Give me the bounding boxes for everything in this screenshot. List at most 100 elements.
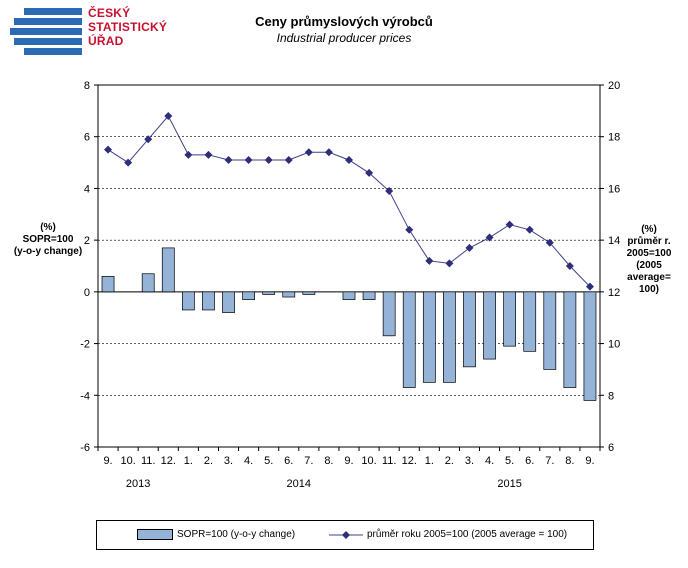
chart-subtitle: Industrial producer prices xyxy=(276,31,412,45)
bar xyxy=(463,291,476,368)
plot-area xyxy=(97,84,601,448)
line-marker xyxy=(365,168,374,177)
line-marker xyxy=(204,150,213,159)
line-marker xyxy=(264,155,273,164)
chart-title: Ceny průmyslových výrobců xyxy=(255,14,433,29)
line-marker xyxy=(465,243,474,252)
chart-canvas: -6 -4 -2 0 2 4 6 8 6 8 10 12 14 16 18 20 9. 10. 11. 12. 1. 2.… xyxy=(80,80,620,490)
bar xyxy=(382,291,396,337)
logo-stripes xyxy=(10,8,82,56)
left-axis-label: (%) SOPR=100 (y-o-y change) xyxy=(13,222,83,257)
x-tick-label: 4. xyxy=(485,455,494,467)
bar xyxy=(362,291,376,300)
line-marker xyxy=(505,220,514,229)
line-marker xyxy=(545,238,554,247)
x-tick-label: 11. xyxy=(141,455,155,467)
line-marker xyxy=(525,225,534,234)
x-tick-label: 1. xyxy=(425,455,434,467)
legend-bar-swatch xyxy=(137,529,173,540)
x-tick-label: 4. xyxy=(244,455,253,467)
bar xyxy=(543,291,557,370)
line-marker xyxy=(405,225,414,234)
bar xyxy=(563,291,577,388)
x-tick-label: 8. xyxy=(565,455,574,467)
right-tick-label: 10 xyxy=(608,339,620,351)
x-tick-label: 3. xyxy=(224,455,233,467)
x-tick-label: 6. xyxy=(284,455,293,467)
logo-line-1: ČESKÝ xyxy=(88,6,131,20)
logo-line-2: STATISTICKÝ xyxy=(88,20,168,34)
x-tick-label: 3. xyxy=(465,455,474,467)
left-tick-label: -4 xyxy=(80,390,90,402)
right-tick-label: 20 xyxy=(608,80,620,92)
bar xyxy=(523,291,537,352)
left-tick-label: 4 xyxy=(84,183,90,195)
bar xyxy=(402,291,416,388)
line-marker xyxy=(124,158,133,167)
line-marker xyxy=(385,187,394,196)
line-marker xyxy=(585,282,594,291)
x-tick-label: 12. xyxy=(402,455,417,467)
line-marker xyxy=(104,145,113,154)
bar xyxy=(101,275,115,293)
bar xyxy=(422,291,436,383)
x-tick-label: 5. xyxy=(505,455,514,467)
legend-label-bars: SOPR=100 (y-o-y change) xyxy=(177,529,296,540)
line-marker xyxy=(324,148,333,157)
legend-item-bars: SOPR=100 (y-o-y change) xyxy=(137,529,295,540)
x-tick-label: 12. xyxy=(161,455,176,467)
x-tick-label: 5. xyxy=(264,455,273,467)
line-marker xyxy=(144,135,153,144)
right-axis-label: (%) průměr r. 2005=100 (2005 average= 10… xyxy=(626,224,672,295)
line-marker xyxy=(184,150,193,159)
bar xyxy=(443,291,456,383)
left-tick-label: 6 xyxy=(84,132,90,144)
x-tick-label: 2. xyxy=(445,455,454,467)
line-marker xyxy=(565,262,574,270)
line-marker xyxy=(485,233,494,242)
year-label: 2013 xyxy=(126,478,150,490)
line-marker xyxy=(224,155,233,164)
x-tick-label: 10. xyxy=(120,455,135,467)
line-marker xyxy=(304,148,313,157)
bar xyxy=(483,291,496,360)
line-marker xyxy=(425,256,434,265)
x-tick-label: 7. xyxy=(304,455,313,467)
bar xyxy=(262,291,276,295)
right-tick-label: 12 xyxy=(608,287,620,299)
x-tick-label: 9. xyxy=(585,455,594,467)
right-tick-label: 18 xyxy=(608,132,620,144)
bar xyxy=(342,291,356,300)
czso-logo: ČESKÝ STATISTICKÝ ÚŘAD xyxy=(10,6,180,58)
series-line xyxy=(107,115,591,288)
bar xyxy=(282,291,296,298)
left-tick-label: 2 xyxy=(84,235,90,247)
x-tick-label: 11. xyxy=(382,455,396,467)
bar xyxy=(302,291,316,295)
right-tick-label: 16 xyxy=(608,183,620,195)
bar xyxy=(583,291,597,401)
right-tick-label: 8 xyxy=(608,390,614,402)
line-marker xyxy=(164,112,173,121)
legend-item-line: průměr roku 2005=100 (2005 average = 100… xyxy=(329,529,567,540)
left-tick-label: -6 xyxy=(80,442,90,454)
bar xyxy=(161,247,175,293)
logo-text: ČESKÝ STATISTICKÝ ÚŘAD xyxy=(88,6,167,48)
line-marker xyxy=(244,155,253,164)
right-tick-label: 14 xyxy=(608,235,620,247)
x-tick-label: 9. xyxy=(344,455,353,467)
x-tick-label: 6. xyxy=(525,455,534,467)
x-tick-label: 2. xyxy=(204,455,213,467)
bar xyxy=(141,273,155,293)
line-marker xyxy=(345,155,353,164)
logo-line-3: ÚŘAD xyxy=(88,34,124,48)
bar xyxy=(202,291,215,311)
left-tick-label: -2 xyxy=(80,339,90,351)
line-marker xyxy=(445,259,454,268)
right-tick-label: 6 xyxy=(608,442,614,454)
x-tick-label: 10. xyxy=(361,455,376,467)
x-tick-label: 9. xyxy=(103,455,112,467)
bar xyxy=(503,291,517,347)
year-label: 2014 xyxy=(287,478,311,490)
bar xyxy=(242,291,255,300)
